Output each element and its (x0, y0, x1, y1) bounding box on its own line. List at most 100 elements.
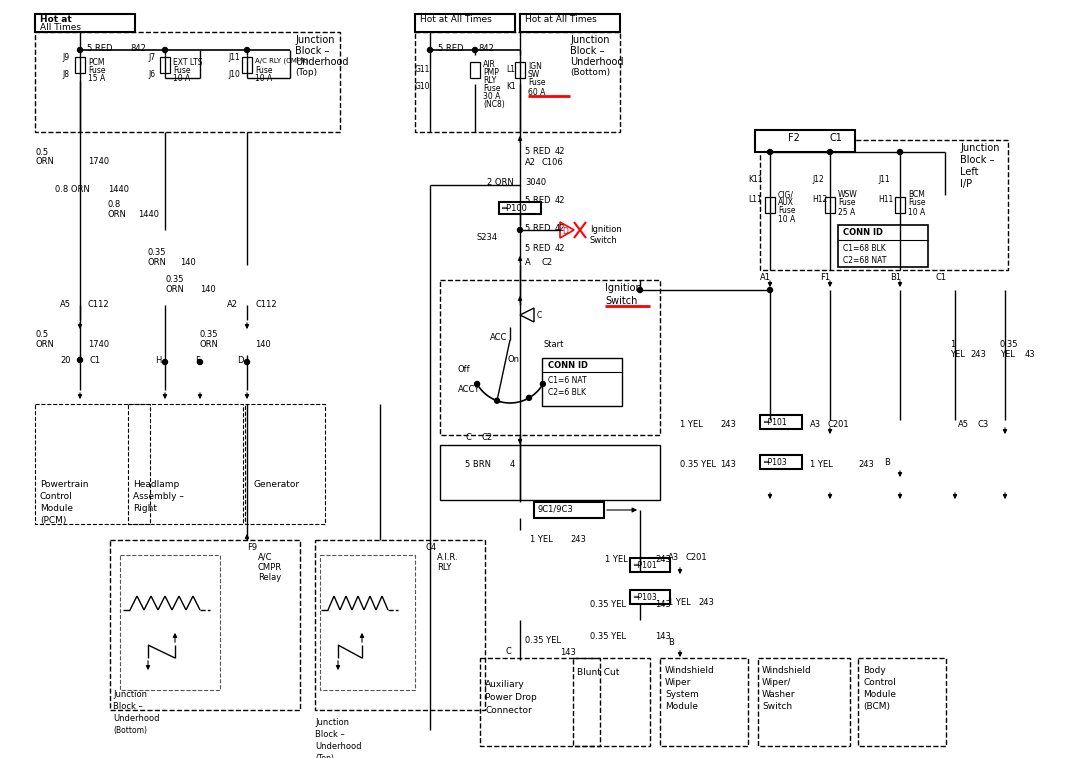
Text: ACC: ACC (490, 333, 507, 342)
Text: 10 A: 10 A (778, 215, 796, 224)
Text: 3040: 3040 (525, 178, 546, 187)
Text: C1: C1 (830, 133, 843, 143)
Text: C: C (505, 647, 511, 656)
Circle shape (427, 48, 432, 52)
Text: A3: A3 (668, 553, 679, 562)
Circle shape (198, 359, 202, 365)
Text: Junction: Junction (295, 35, 334, 45)
Text: Headlamp: Headlamp (133, 480, 179, 489)
Text: RLY: RLY (483, 76, 496, 85)
Text: C1=68 BLK: C1=68 BLK (843, 244, 885, 253)
Text: 5 RED: 5 RED (525, 224, 550, 233)
Text: J9: J9 (62, 53, 69, 62)
Text: Ignition: Ignition (590, 225, 622, 234)
Text: 243: 243 (655, 555, 671, 564)
Text: Assembly –: Assembly – (133, 492, 184, 501)
Text: C: C (465, 433, 471, 442)
Bar (470, 62, 480, 78)
Text: L11: L11 (748, 195, 762, 204)
Text: Module: Module (665, 702, 698, 711)
Text: SW: SW (528, 70, 540, 79)
Bar (242, 57, 252, 73)
Bar (520, 14, 620, 32)
Text: H11: H11 (878, 195, 893, 204)
Text: 4: 4 (510, 460, 516, 469)
Bar (534, 502, 604, 518)
Text: 140: 140 (255, 340, 270, 349)
Circle shape (768, 149, 773, 155)
Text: Fuse: Fuse (778, 206, 796, 215)
Text: 5 BRN: 5 BRN (465, 460, 491, 469)
Text: 1740: 1740 (88, 157, 109, 166)
Circle shape (162, 48, 168, 52)
Bar (755, 130, 855, 152)
Text: Blunt Cut: Blunt Cut (577, 668, 619, 677)
Text: J7: J7 (148, 53, 156, 62)
Bar (415, 14, 515, 32)
Text: ORN: ORN (108, 210, 126, 219)
Text: Start: Start (543, 340, 563, 349)
Text: Fuse: Fuse (908, 198, 925, 207)
Text: C2: C2 (482, 433, 493, 442)
Text: PMP: PMP (483, 68, 498, 77)
Text: 140: 140 (200, 285, 216, 294)
Text: 1 YEL: 1 YEL (668, 598, 691, 607)
Text: Block –: Block – (295, 46, 330, 56)
Text: ═P103: ═P103 (763, 458, 787, 467)
Text: 243: 243 (720, 420, 736, 429)
Text: RLY: RLY (437, 563, 452, 572)
Text: 842: 842 (130, 44, 146, 53)
Text: 25 A: 25 A (838, 208, 855, 217)
Text: F1: F1 (820, 273, 830, 282)
Text: Switch: Switch (590, 236, 617, 245)
Bar (660, 658, 748, 746)
Text: H: H (155, 356, 161, 365)
Text: 243: 243 (970, 350, 986, 359)
Text: J11: J11 (228, 53, 240, 62)
Text: ORN: ORN (148, 258, 166, 267)
Text: C3: C3 (978, 420, 989, 429)
Text: 0.5: 0.5 (35, 330, 49, 339)
Text: ═P101: ═P101 (633, 561, 656, 570)
Bar (110, 540, 301, 710)
Circle shape (638, 287, 642, 293)
Bar (320, 555, 415, 690)
Bar (499, 202, 540, 214)
Circle shape (472, 48, 478, 52)
Bar (858, 658, 946, 746)
Text: Junction: Junction (315, 718, 349, 727)
Text: 1440: 1440 (108, 185, 129, 194)
Text: Block –: Block – (315, 730, 345, 739)
Text: Block –: Block – (960, 155, 995, 165)
Text: 143: 143 (655, 600, 671, 609)
Bar (542, 358, 622, 406)
Text: 243: 243 (858, 460, 873, 469)
Text: S234: S234 (477, 233, 498, 242)
Text: J12: J12 (812, 175, 824, 184)
Circle shape (526, 396, 532, 400)
Text: ORN: ORN (200, 340, 218, 349)
Text: A.I.R.: A.I.R. (437, 553, 458, 562)
Text: A3: A3 (810, 420, 822, 429)
Circle shape (475, 381, 480, 387)
Bar (765, 197, 775, 213)
Text: (Bottom): (Bottom) (570, 68, 610, 77)
Bar (160, 57, 170, 73)
Text: Right: Right (133, 504, 157, 513)
Bar (315, 540, 485, 710)
Text: 0.8 ORN: 0.8 ORN (55, 185, 90, 194)
Text: Powertrain: Powertrain (40, 480, 89, 489)
Text: F: F (195, 356, 200, 365)
Text: 2 ORN: 2 ORN (488, 178, 513, 187)
Text: CONN ID: CONN ID (548, 361, 588, 370)
Bar (760, 455, 802, 469)
Text: Junction: Junction (570, 35, 610, 45)
Text: C: C (537, 311, 543, 320)
Bar (573, 658, 650, 746)
Text: Switch: Switch (762, 702, 792, 711)
Text: Fuse: Fuse (528, 78, 546, 87)
Text: On: On (508, 355, 520, 364)
Circle shape (78, 358, 82, 362)
Text: A: A (525, 258, 531, 267)
Text: 1 YEL: 1 YEL (680, 420, 703, 429)
